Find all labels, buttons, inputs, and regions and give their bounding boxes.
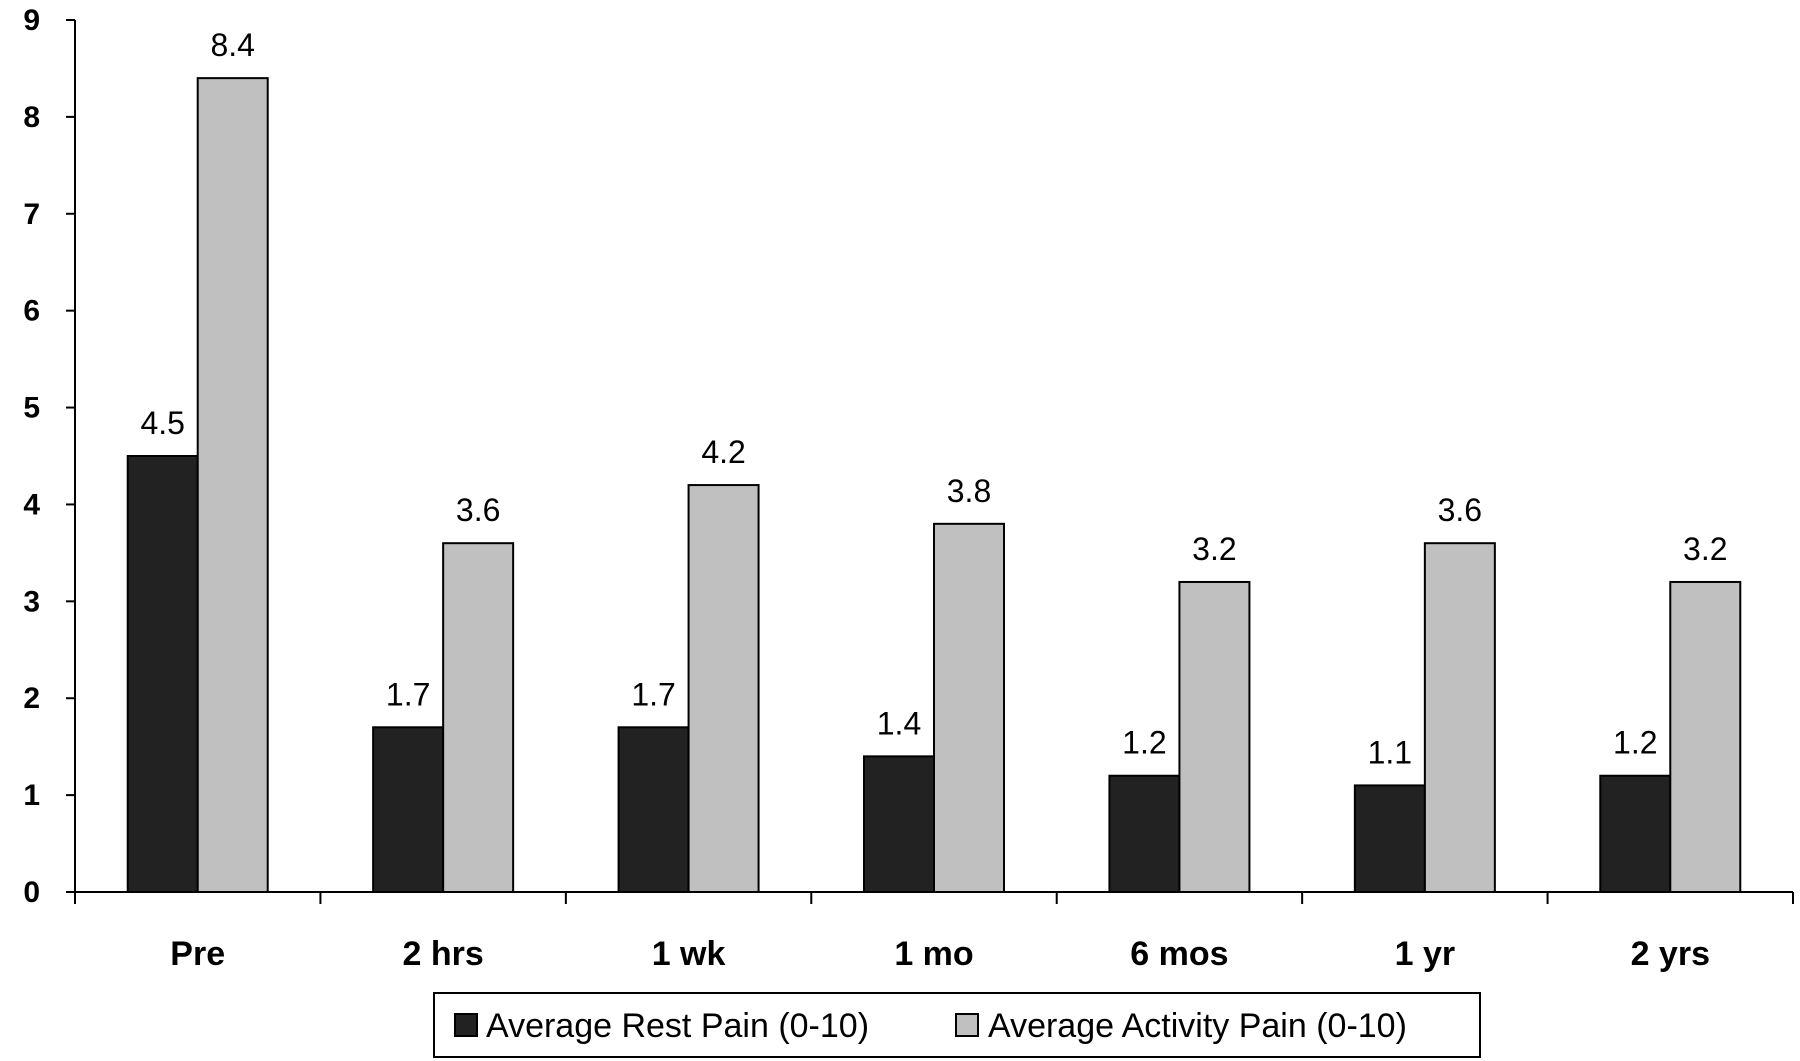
x-tick-label: 1 mo <box>894 935 973 973</box>
legend-swatch-activity-pain <box>955 1013 979 1037</box>
rest-pain-data-label: 1.7 <box>386 676 430 712</box>
y-tick-label: 2 <box>23 682 40 715</box>
rest-pain-bar <box>372 726 445 893</box>
y-tick-label: 7 <box>23 198 40 231</box>
legend-label-rest-pain: Average Rest Pain (0-10) <box>486 1007 869 1045</box>
activity-pain-data-label: 3.6 <box>456 492 500 528</box>
legend: Average Rest Pain (0-10) Average Activity… <box>433 992 1481 1058</box>
rest-pain-bar <box>1108 774 1181 894</box>
x-tick-label: 2 hrs <box>403 935 484 973</box>
x-tick-label: 1 wk <box>652 935 726 973</box>
activity-pain-bar <box>196 77 269 893</box>
bars-layer <box>126 77 1742 894</box>
activity-pain-data-label: 3.6 <box>1438 492 1482 528</box>
rest-pain-bar <box>1599 774 1672 894</box>
x-tick-label: Pre <box>170 935 225 973</box>
y-tick-label: 9 <box>23 4 40 37</box>
x-tick-label: 6 mos <box>1130 935 1228 973</box>
rest-pain-data-label: 1.4 <box>877 705 921 741</box>
rest-pain-data-label: 1.1 <box>1368 734 1412 770</box>
activity-pain-bar <box>1423 542 1496 893</box>
activity-pain-bar <box>1669 580 1742 893</box>
y-tick-label: 5 <box>23 392 40 425</box>
y-tick-label: 4 <box>23 488 40 521</box>
y-tick-label: 0 <box>23 876 40 909</box>
activity-pain-data-label: 3.2 <box>1192 531 1236 567</box>
activity-pain-bar <box>933 522 1005 893</box>
rest-pain-bar <box>126 455 199 893</box>
activity-pain-bar <box>1178 580 1251 893</box>
rest-pain-bar <box>1353 784 1426 894</box>
y-tick-label: 8 <box>23 101 40 134</box>
x-tick-label: 1 yr <box>1395 935 1456 973</box>
activity-pain-data-label: 3.8 <box>947 473 991 509</box>
activity-pain-data-label: 8.4 <box>210 27 254 63</box>
labels-layer: 4.5 8.4 Pre 1.7 3.6 2 hrs 1.7 4.2 1 wk 1.4 3.8 1 mo… <box>23 4 1727 973</box>
y-tick-label: 3 <box>23 585 40 618</box>
y-tick-label: 6 <box>23 295 40 328</box>
legend-label-activity-pain: Average Activity Pain (0-10) <box>988 1007 1407 1045</box>
legend-swatch-rest-pain <box>454 1013 478 1037</box>
rest-pain-bar <box>863 755 935 893</box>
axes-layer <box>66 19 1794 904</box>
rest-pain-data-label: 1.2 <box>1122 725 1166 761</box>
activity-pain-data-label: 4.2 <box>701 434 745 470</box>
activity-pain-bar <box>442 542 515 893</box>
rest-pain-data-label: 1.7 <box>631 676 675 712</box>
rest-pain-data-label: 4.5 <box>140 405 184 441</box>
rest-pain-bar <box>617 726 690 893</box>
rest-pain-data-label: 1.2 <box>1613 725 1657 761</box>
y-tick-label: 1 <box>23 779 40 812</box>
activity-pain-bar <box>687 484 760 893</box>
x-tick-label: 2 yrs <box>1631 935 1710 973</box>
activity-pain-data-label: 3.2 <box>1683 531 1727 567</box>
